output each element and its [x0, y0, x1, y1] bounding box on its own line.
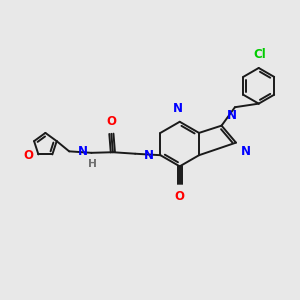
Text: N: N: [227, 110, 237, 122]
Text: N: N: [173, 102, 183, 115]
Text: N: N: [78, 145, 88, 158]
Text: N: N: [241, 145, 251, 158]
Text: Cl: Cl: [254, 48, 267, 62]
Text: O: O: [175, 190, 185, 203]
Text: O: O: [23, 149, 33, 162]
Text: H: H: [88, 159, 97, 170]
Text: O: O: [106, 116, 116, 128]
Text: N: N: [144, 149, 154, 162]
